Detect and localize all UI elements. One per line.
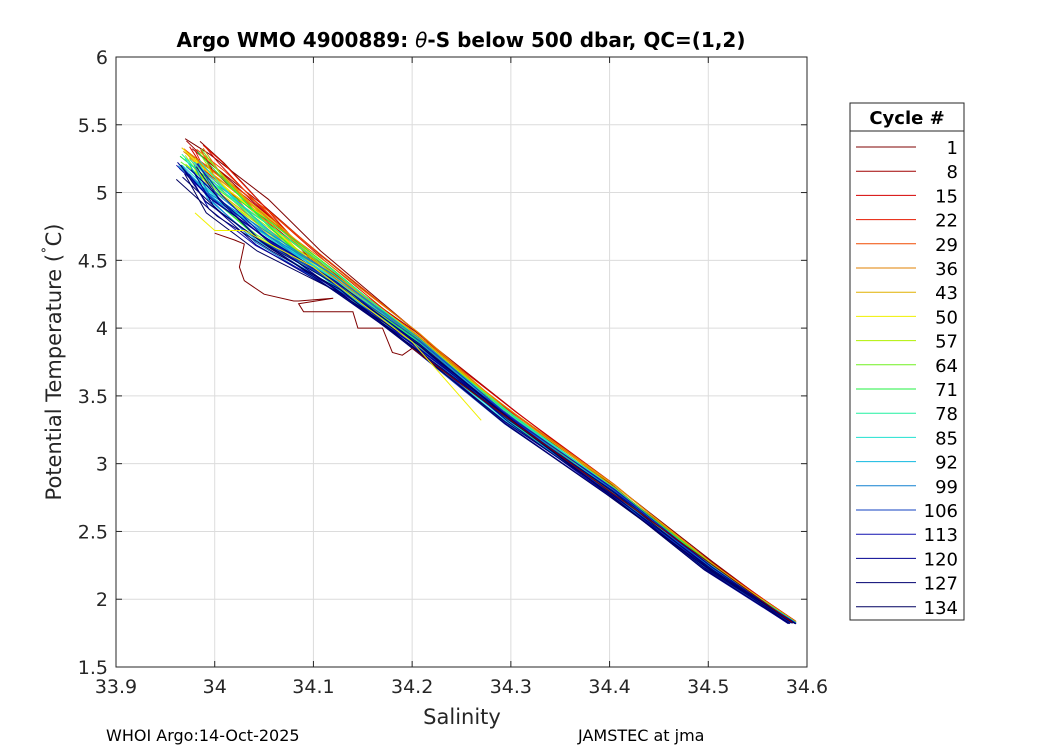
y-tick-label: 4.5 bbox=[78, 250, 108, 272]
title-suffix: -S below 500 dbar, QC=(1,2) bbox=[427, 28, 745, 52]
y-tick-label: 5.5 bbox=[78, 115, 108, 137]
legend-entry-label: 99 bbox=[935, 477, 958, 498]
y-axis: 1.5 2 2.5 3 3.5 4 4.5 5 5.5 6 bbox=[78, 47, 807, 679]
x-axis-label: Salinity bbox=[423, 705, 501, 729]
legend-entry-label: 127 bbox=[924, 574, 958, 595]
legend-entry-label: 78 bbox=[935, 404, 958, 425]
x-axis: 33.9 34 34.1 34.2 34.3 34.4 34.5 34.6 bbox=[95, 57, 828, 698]
legend-entry-label: 57 bbox=[935, 332, 958, 353]
y-tick-label: 2.5 bbox=[78, 521, 108, 543]
legend-entry-label: 71 bbox=[935, 380, 958, 401]
legend-entry-label: 50 bbox=[935, 307, 958, 328]
legend-entry-label: 85 bbox=[935, 428, 958, 449]
y-tick-label: 6 bbox=[96, 47, 108, 69]
cycle-profile-line bbox=[180, 165, 793, 624]
cycle-1-line bbox=[214, 232, 793, 623]
legend-entry-label: 92 bbox=[935, 453, 958, 474]
legend-entry-label: 134 bbox=[924, 598, 958, 619]
footer-left: WHOI Argo:14-Oct-2025 bbox=[106, 726, 300, 745]
title-theta: θ bbox=[415, 28, 427, 52]
legend-entry-label: 120 bbox=[924, 549, 958, 570]
x-tick-label: 34.6 bbox=[786, 676, 828, 698]
x-tick-label: 34.4 bbox=[588, 676, 630, 698]
y-label-main: Potential Temperature ( bbox=[42, 254, 66, 501]
legend: Cycle # 18152229364350576471788592991061… bbox=[849, 102, 965, 621]
legend-title: Cycle # bbox=[869, 108, 944, 129]
y-label-degree: ˚ bbox=[41, 246, 59, 254]
footer-right: JAMSTEC at jma bbox=[578, 726, 705, 745]
plot-frame bbox=[115, 56, 808, 668]
cycle-profile-line bbox=[175, 179, 797, 625]
y-label-unit: C) bbox=[42, 224, 66, 247]
legend-entry-label: 15 bbox=[935, 186, 958, 207]
title-prefix: Argo WMO 4900889: bbox=[177, 28, 416, 52]
legend-entry-label: 1 bbox=[947, 138, 958, 159]
y-axis-label: Potential Temperature (˚C) bbox=[41, 224, 66, 501]
x-tick-label: 34.3 bbox=[490, 676, 532, 698]
x-tick-label: 34.5 bbox=[687, 676, 729, 698]
legend-entry-label: 29 bbox=[935, 235, 958, 256]
cycle-50-line bbox=[194, 212, 482, 421]
legend-entry-label: 8 bbox=[947, 162, 958, 183]
series-group bbox=[175, 138, 797, 625]
legend-entry-label: 113 bbox=[924, 525, 958, 546]
legend-entry-label: 43 bbox=[935, 283, 958, 304]
y-tick-label: 5 bbox=[96, 183, 108, 205]
y-tick-label: 3.5 bbox=[78, 386, 108, 408]
y-tick-label: 1.5 bbox=[78, 657, 108, 679]
legend-entry-label: 36 bbox=[935, 259, 958, 280]
y-tick-label: 2 bbox=[96, 589, 108, 611]
cycle-profile-line bbox=[184, 173, 791, 625]
chart-title: Argo WMO 4900889: θ-S below 500 dbar, QC… bbox=[177, 28, 746, 52]
x-tick-label: 34 bbox=[203, 676, 227, 698]
x-tick-label: 34.2 bbox=[391, 676, 433, 698]
x-tick-label: 34.1 bbox=[292, 676, 334, 698]
legend-items: 1 8 15 22 29 36 43 50 57 64 71 78 85 92 99 106 113 120 127… bbox=[856, 138, 958, 619]
x-tick-label: 33.9 bbox=[95, 676, 137, 698]
y-tick-label: 4 bbox=[96, 318, 108, 340]
legend-entry-label: 106 bbox=[924, 501, 958, 522]
plot-area bbox=[116, 57, 807, 667]
legend-entry-label: 64 bbox=[935, 356, 958, 377]
legend-entry-label: 22 bbox=[935, 211, 958, 232]
y-tick-label: 3 bbox=[96, 454, 108, 476]
